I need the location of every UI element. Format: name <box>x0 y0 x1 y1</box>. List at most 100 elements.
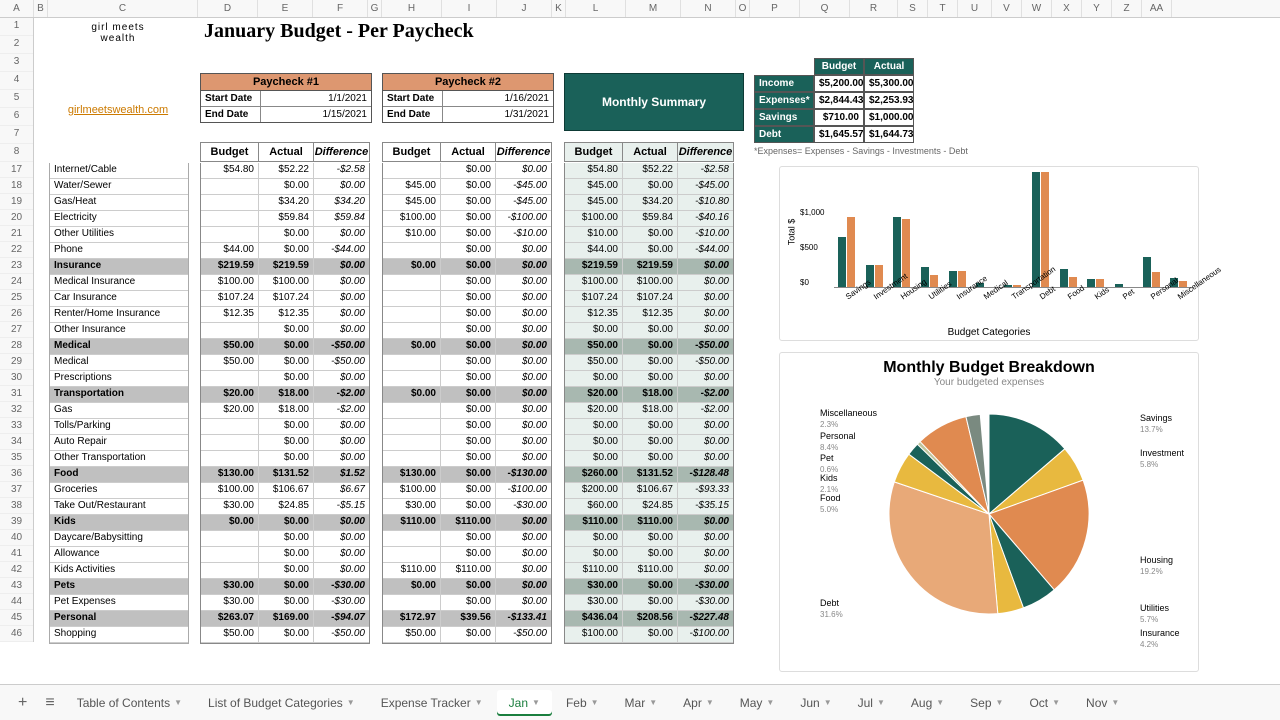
table-row[interactable]: $0.00$0.00$0.00 <box>565 435 733 451</box>
cell[interactable]: $0.00 <box>314 435 369 450</box>
cell[interactable]: $30.00 <box>565 579 623 594</box>
cell[interactable]: $0.00 <box>678 291 733 306</box>
category-cell[interactable]: Insurance <box>50 259 188 275</box>
cell[interactable]: $436.04 <box>565 611 623 626</box>
table-row[interactable]: $30.00$0.00-$30.00 <box>383 499 551 515</box>
table-row[interactable]: $200.00$106.67-$93.33 <box>565 483 733 499</box>
cell[interactable]: -$45.00 <box>496 195 551 210</box>
sheet-tab-jun[interactable]: Jun ▼ <box>788 690 843 716</box>
cell[interactable]: $0.00 <box>259 419 314 434</box>
row-num-6[interactable]: 6 <box>0 108 33 126</box>
category-cell[interactable]: Other Utilities <box>50 227 188 243</box>
table-row[interactable]: $0.00$0.00$0.00 <box>565 323 733 339</box>
table-row[interactable]: $107.24$107.24$0.00 <box>565 291 733 307</box>
table-row[interactable]: $0.00$0.00 <box>383 595 551 611</box>
cell[interactable]: $110.00 <box>441 515 496 530</box>
table-row[interactable]: $0.00$0.00 <box>201 547 369 563</box>
cell[interactable]: $0.00 <box>496 451 551 466</box>
cell[interactable]: $59.84 <box>259 211 314 226</box>
cell[interactable]: $0.00 <box>383 259 441 274</box>
cell[interactable]: -$30.00 <box>678 579 733 594</box>
row-num-20[interactable]: 20 <box>0 210 33 226</box>
cell[interactable] <box>201 227 259 242</box>
cell[interactable]: $0.00 <box>496 387 551 402</box>
cell[interactable]: $0.00 <box>314 323 369 338</box>
cell[interactable]: $12.35 <box>259 307 314 322</box>
table-row[interactable]: $10.00$0.00-$10.00 <box>383 227 551 243</box>
cell[interactable] <box>201 323 259 338</box>
cell[interactable]: -$227.48 <box>678 611 733 626</box>
cell[interactable]: $0.00 <box>623 627 678 642</box>
cell[interactable] <box>383 275 441 290</box>
cell[interactable]: $100.00 <box>259 275 314 290</box>
row-num-32[interactable]: 32 <box>0 402 33 418</box>
cell[interactable]: $18.00 <box>259 403 314 418</box>
cell[interactable]: $0.00 <box>441 419 496 434</box>
cell[interactable]: $0.00 <box>259 595 314 610</box>
cell[interactable] <box>201 419 259 434</box>
category-cell[interactable]: Transportation <box>50 387 188 403</box>
table-row[interactable]: $0.00$0.00$0.00 <box>565 547 733 563</box>
table-row[interactable]: $219.59$219.59$0.00 <box>201 259 369 275</box>
table-row[interactable]: $100.00$106.67$6.67 <box>201 483 369 499</box>
cell[interactable]: $0.00 <box>496 403 551 418</box>
row-num-28[interactable]: 28 <box>0 338 33 354</box>
cell[interactable]: $0.00 <box>623 451 678 466</box>
col-header-B[interactable]: B <box>34 0 48 17</box>
table-row[interactable]: $20.00$18.00-$2.00 <box>565 387 733 403</box>
table-row[interactable]: $100.00$0.00-$100.00 <box>383 483 551 499</box>
category-cell[interactable]: Electricity <box>50 211 188 227</box>
cell[interactable] <box>201 371 259 386</box>
cell[interactable]: $44.00 <box>201 243 259 258</box>
cell[interactable]: $0.00 <box>678 307 733 322</box>
cell[interactable]: $45.00 <box>383 179 441 194</box>
cell[interactable]: -$40.16 <box>678 211 733 226</box>
cell[interactable]: $0.00 <box>314 531 369 546</box>
cell[interactable]: $0.00 <box>314 291 369 306</box>
cell[interactable]: $50.00 <box>565 355 623 370</box>
cell[interactable]: $110.00 <box>623 563 678 578</box>
cell[interactable]: $0.00 <box>678 435 733 450</box>
cell[interactable]: $0.00 <box>496 275 551 290</box>
cell[interactable]: $169.00 <box>259 611 314 626</box>
cell[interactable]: $0.00 <box>259 579 314 594</box>
cell[interactable]: $0.00 <box>441 259 496 274</box>
cell[interactable]: $0.00 <box>259 371 314 386</box>
cell[interactable]: $0.00 <box>441 579 496 594</box>
cell[interactable]: $0.00 <box>496 307 551 322</box>
cell[interactable]: $219.59 <box>201 259 259 274</box>
category-cell[interactable]: Take Out/Restaurant <box>50 499 188 515</box>
table-row[interactable]: $263.07$169.00-$94.07 <box>201 611 369 627</box>
cell[interactable]: $0.00 <box>678 531 733 546</box>
cell[interactable]: $0.00 <box>259 563 314 578</box>
sheet-tab-jan[interactable]: Jan ▼ <box>497 690 552 716</box>
table-row[interactable]: $0.00$0.00 <box>383 371 551 387</box>
col-header-I[interactable]: I <box>442 0 497 17</box>
cell[interactable]: $0.00 <box>441 243 496 258</box>
cell[interactable]: $208.56 <box>623 611 678 626</box>
cell[interactable]: $10.00 <box>565 227 623 242</box>
category-cell[interactable]: Kids Activities <box>50 563 188 579</box>
table-row[interactable]: $30.00$0.00-$30.00 <box>201 579 369 595</box>
cell[interactable]: $0.00 <box>441 323 496 338</box>
cell[interactable]: $0.00 <box>259 531 314 546</box>
table-row[interactable]: $0.00$0.00 <box>201 371 369 387</box>
cell[interactable]: -$10.00 <box>678 227 733 242</box>
cell[interactable]: $0.00 <box>259 323 314 338</box>
cell[interactable]: $0.00 <box>314 259 369 274</box>
category-cell[interactable]: Medical Insurance <box>50 275 188 291</box>
cell[interactable]: $54.80 <box>201 163 259 178</box>
cell[interactable]: -$30.00 <box>314 579 369 594</box>
cell[interactable]: $106.67 <box>259 483 314 498</box>
category-cell[interactable]: Personal <box>50 611 188 627</box>
table-row[interactable]: $0.00$0.00 <box>201 531 369 547</box>
table-row[interactable]: $50.00$0.00-$50.00 <box>201 339 369 355</box>
table-row[interactable]: $130.00$131.52$1.52 <box>201 467 369 483</box>
table-row[interactable]: $50.00$0.00-$50.00 <box>565 355 733 371</box>
cell[interactable]: $0.00 <box>565 547 623 562</box>
table-row[interactable]: $60.00$24.85-$35.15 <box>565 499 733 515</box>
table-row[interactable]: $100.00$100.00$0.00 <box>565 275 733 291</box>
table-row[interactable]: $0.00$0.00 <box>201 451 369 467</box>
paycheck1-start-val[interactable]: 1/1/2021 <box>261 91 371 106</box>
table-row[interactable]: $110.00$110.00$0.00 <box>383 515 551 531</box>
